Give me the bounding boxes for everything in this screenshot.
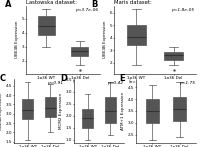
Text: C: C [0, 74, 6, 83]
Text: E: E [119, 74, 125, 83]
PathPatch shape [22, 99, 33, 119]
PathPatch shape [45, 97, 56, 117]
PathPatch shape [127, 25, 146, 45]
Y-axis label: MCM2 Expression: MCM2 Expression [59, 93, 63, 129]
Text: B: B [91, 0, 97, 9]
Text: p=3.7e-06: p=3.7e-06 [75, 8, 99, 12]
Text: Lastowska dataset:: Lastowska dataset: [26, 0, 77, 5]
Y-axis label: UBE4B Expression: UBE4B Expression [103, 21, 107, 59]
Text: A: A [5, 0, 12, 9]
PathPatch shape [164, 52, 183, 60]
Text: p=1.8e-05: p=1.8e-05 [171, 8, 194, 12]
PathPatch shape [173, 97, 186, 121]
Text: p=0.91: p=0.91 [47, 81, 63, 85]
Y-axis label: ATM+1 Expression: ATM+1 Expression [121, 92, 125, 130]
Text: p=0.42: p=0.42 [107, 81, 123, 85]
PathPatch shape [105, 97, 116, 123]
PathPatch shape [71, 47, 88, 56]
PathPatch shape [38, 16, 55, 35]
PathPatch shape [146, 99, 159, 123]
Text: Maris dataset:: Maris dataset: [114, 0, 152, 5]
PathPatch shape [82, 109, 93, 128]
Text: p=1.75: p=1.75 [179, 81, 195, 85]
Y-axis label: UBE4B Expression: UBE4B Expression [0, 92, 3, 130]
Text: D: D [60, 74, 67, 83]
Y-axis label: UBE4B Expression: UBE4B Expression [15, 21, 19, 59]
